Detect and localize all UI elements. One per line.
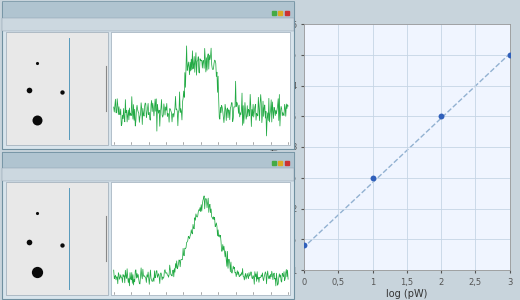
Bar xyxy=(3,2,294,148)
Bar xyxy=(3,152,294,168)
Bar xyxy=(111,32,291,145)
Point xyxy=(300,243,308,248)
Point xyxy=(437,114,445,118)
Bar xyxy=(3,2,294,18)
Point xyxy=(369,175,377,180)
Bar xyxy=(6,182,108,295)
Y-axis label: log (intensity): log (intensity) xyxy=(270,113,280,181)
Bar xyxy=(3,18,294,31)
X-axis label: log (pW): log (pW) xyxy=(386,290,427,299)
Point xyxy=(505,52,514,57)
Bar xyxy=(111,182,291,295)
Bar xyxy=(6,32,108,145)
Bar xyxy=(3,168,294,181)
Bar xyxy=(3,152,294,298)
